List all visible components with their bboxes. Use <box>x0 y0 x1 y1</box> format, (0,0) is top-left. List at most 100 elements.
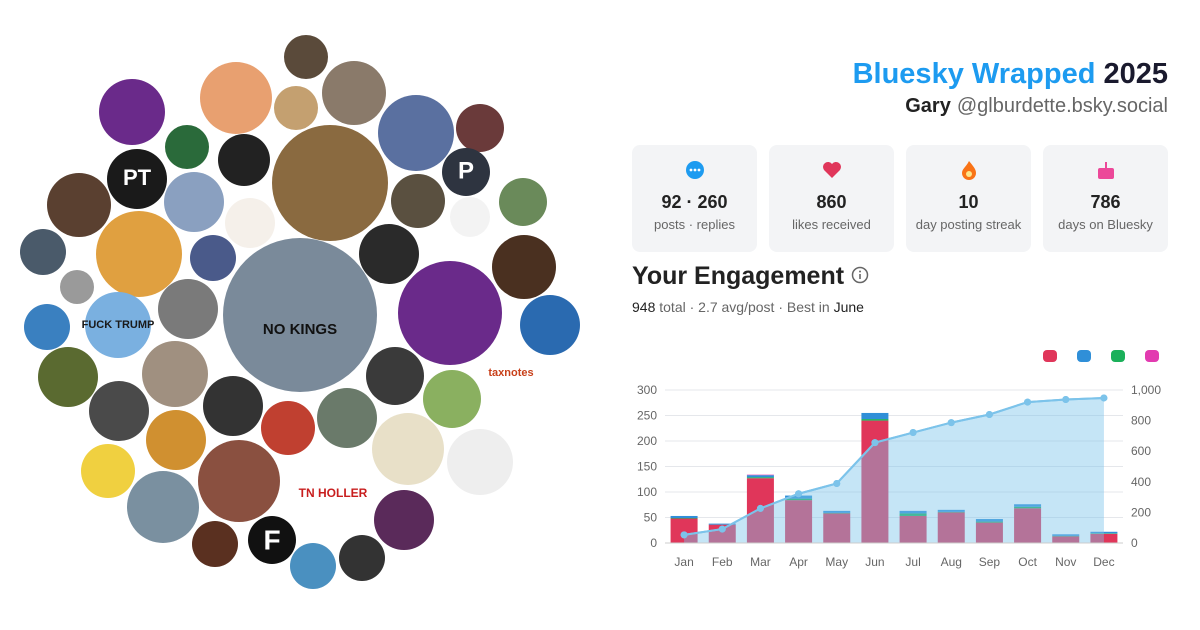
bar-segment <box>861 412 889 420</box>
stat-value: 10 <box>958 192 979 212</box>
bar-segment <box>670 518 698 519</box>
avatar <box>442 148 490 196</box>
avatar <box>378 95 454 171</box>
y-tick-label: 50 <box>644 511 658 525</box>
bar-segment <box>1014 506 1042 509</box>
y2-tick-label: 600 <box>1131 444 1151 458</box>
y-tick-label: 0 <box>650 536 657 550</box>
title-year: 2025 <box>1103 58 1168 90</box>
avatar <box>218 134 270 186</box>
bar-segment <box>1090 533 1118 543</box>
y2-tick-label: 800 <box>1131 414 1151 428</box>
info-icon[interactable] <box>851 266 869 284</box>
line <box>683 396 1104 536</box>
avatar <box>450 197 490 237</box>
avatar <box>107 149 167 209</box>
y-tick-label: 150 <box>637 460 657 474</box>
legend-icon[interactable] <box>1111 350 1125 362</box>
x-tick-label: Jun <box>865 555 884 569</box>
summary: total · 2.7 avg/post · Best in <box>659 299 830 315</box>
line-point <box>1024 398 1032 406</box>
bar-segment <box>1052 535 1080 537</box>
avatar <box>499 178 547 226</box>
avatar <box>38 347 98 407</box>
bar-segment <box>937 509 965 512</box>
line-point <box>718 525 726 533</box>
bar-segment <box>899 510 927 514</box>
legend-icon[interactable] <box>1145 350 1159 362</box>
bar-segment <box>1014 504 1042 507</box>
avatar <box>447 429 513 495</box>
stat-card: 10 day posting streak <box>906 145 1031 252</box>
stat-card: 786 days on Bluesky <box>1043 145 1168 252</box>
x-tick-label: Jul <box>905 555 920 569</box>
avatar <box>261 401 315 455</box>
title: Bluesky Wrapped 2025 <box>853 58 1168 91</box>
avatar <box>374 490 434 550</box>
x-tick-label: Dec <box>1093 555 1114 569</box>
stat-value: 786 <box>1090 192 1121 212</box>
x-tick-label: Feb <box>712 555 733 569</box>
bar-segment <box>670 518 698 543</box>
avatar <box>284 35 328 79</box>
avatar <box>322 61 386 125</box>
bar-segment <box>975 521 1003 523</box>
bar-segment <box>746 477 774 479</box>
bar-segment <box>1052 534 1080 536</box>
engagement-summary: 948 total · 2.7 avg/post · Best in June <box>632 299 869 315</box>
avatar-label: TN HOLLER <box>299 486 368 500</box>
stat-card: 92 · 260 posts · replies <box>632 145 757 252</box>
bar-segment <box>746 475 774 478</box>
bar-segment <box>975 522 1003 543</box>
line-point <box>947 419 955 427</box>
bar-segment <box>937 511 965 513</box>
avatar <box>359 224 419 284</box>
legend-icon[interactable] <box>1077 350 1091 362</box>
line-point <box>680 531 688 539</box>
avatar <box>89 381 149 441</box>
engagement-title-text: Your Engagement <box>632 262 845 290</box>
engagement: Your Engagement 948 total · 2.7 avg/post… <box>632 262 869 315</box>
best-month: June <box>833 299 864 315</box>
x-tick-label: Nov <box>1055 555 1076 569</box>
bar-segment <box>785 498 813 501</box>
line-point <box>909 429 917 437</box>
line-point <box>871 439 879 447</box>
x-tick-label: Jan <box>674 555 693 569</box>
x-tick-label: Oct <box>1018 555 1037 569</box>
user-handle: @glburdette.bsky.social <box>956 95 1168 117</box>
y2-tick-label: 200 <box>1131 505 1151 519</box>
avatar <box>24 304 70 350</box>
avatar-label: PT <box>123 165 152 190</box>
y-tick-label: 100 <box>637 485 657 499</box>
avatar <box>203 376 263 436</box>
stat-card: 860 likes received <box>769 145 894 252</box>
line-area <box>684 397 1104 543</box>
bar-segment <box>1014 508 1042 543</box>
avatar <box>520 295 580 355</box>
bar-segment <box>746 474 774 476</box>
y2-tick-label: 400 <box>1131 475 1151 489</box>
avatar <box>192 521 238 567</box>
avatar-label: F <box>263 524 280 555</box>
avatar <box>272 125 388 241</box>
y-tick-label: 200 <box>637 434 657 448</box>
avatar <box>165 125 209 169</box>
y2-tick-label: 1,000 <box>1131 383 1161 397</box>
line-point <box>1062 395 1070 403</box>
user-name: Gary <box>905 95 951 117</box>
avatar <box>198 440 280 522</box>
avatar <box>225 198 275 248</box>
line-point <box>756 504 764 512</box>
avatar <box>492 235 556 299</box>
avatar-cloud: PT P F NO KINGS FUCK TRUMP taxnotes TN HOLLER <box>20 35 580 589</box>
legend-icon[interactable] <box>1043 350 1057 362</box>
bar-segment <box>1090 533 1118 534</box>
avatar <box>423 370 481 428</box>
avatar <box>391 174 445 228</box>
avatar <box>99 79 165 145</box>
line-area <box>684 397 1104 543</box>
avatar <box>127 471 199 543</box>
avatar-label: P <box>458 157 474 184</box>
